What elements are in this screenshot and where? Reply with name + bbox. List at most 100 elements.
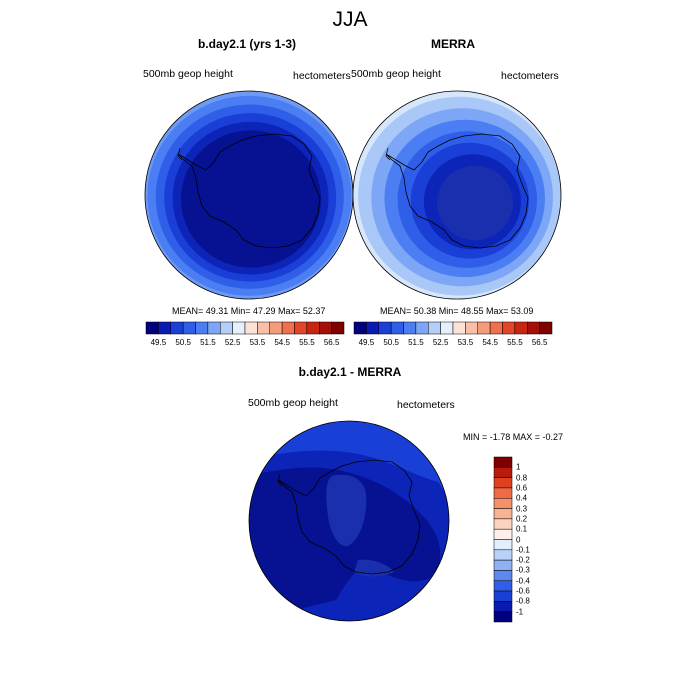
cbar1-swatch: [170, 321, 184, 335]
colorbar-diff-swatch: [493, 570, 513, 581]
panel-model-stats: MEAN= 49.31 Min= 47.29 Max= 52.37: [172, 306, 326, 316]
panel-diff-right-label: hectometers: [397, 399, 455, 411]
panel-merra-left-label: 500mb geop height: [351, 68, 441, 80]
colorbar-diff-swatch: [493, 539, 513, 551]
map-model: [144, 90, 354, 300]
colorbar-diff-swatch: [493, 456, 513, 468]
colorbar-diff-swatch: [493, 477, 513, 489]
diff-contour-region-3: [326, 474, 367, 547]
figure-title: JJA: [332, 8, 368, 31]
cbar2-swatch: [440, 321, 454, 335]
colorbar-tick-label: -0.3: [516, 565, 530, 575]
panel-model-left-label: 500mb geop height: [143, 68, 233, 80]
cbar2-swatch: [403, 321, 417, 335]
colorbar-tick-label: 51.5: [408, 338, 424, 347]
colorbar-tick-label: 52.5: [224, 338, 241, 347]
cbar1-swatch: [269, 321, 283, 335]
antarctica-outline-diff: [277, 459, 421, 575]
colorbar-tick-label: 0.8: [516, 473, 528, 483]
panel-title-diff: b.day2.1 - MERRA: [298, 365, 402, 379]
cbar1-swatch: [294, 321, 308, 335]
colorbar-diff-swatch: [493, 590, 513, 602]
cbar2-swatch: [539, 321, 553, 335]
panel-diff-left-label: 500mb geop height: [248, 397, 338, 409]
colorbar-tick-label: -1: [516, 607, 524, 617]
colorbar-model: [145, 321, 345, 335]
colorbar-tick-label: 1: [516, 462, 521, 472]
cbar1-swatch: [207, 321, 221, 335]
cbar1-swatch: [306, 321, 320, 335]
cbar2-swatch: [527, 321, 540, 335]
colorbar-diff-swatch: [493, 580, 513, 592]
colorbar-tick-label: 54.5: [274, 338, 290, 347]
cbar2-swatch: [452, 321, 466, 335]
colorbar-tick-label: 56.5: [531, 338, 548, 347]
colorbar-diff-swatch: [493, 487, 513, 499]
colorbar-diff-ticks: 1 0.8 0.6 0.4 0.3 0.2 0.1 0 -0.1 -0.2 -0.3 -0.4 -0.6…: [516, 457, 556, 622]
cbar1-swatch: [145, 321, 159, 335]
colorbar-tick-label: -0.6: [516, 586, 530, 596]
antarctica-outline-model: [177, 133, 321, 249]
colorbar-tick-label: 53.5: [249, 338, 266, 347]
cbar2-swatch: [477, 321, 491, 335]
colorbar-tick-label: -0.8: [516, 596, 530, 606]
colorbar-tick-label: 56.5: [323, 338, 340, 347]
cbar2-swatch: [378, 321, 392, 335]
panel-merra-right-label: hectometers: [501, 70, 559, 82]
colorbar-tick-label: 55.5: [299, 338, 315, 347]
colorbar-tick-label: 51.5: [200, 338, 216, 347]
cbar2-swatch: [353, 321, 367, 335]
panel-merra-stats: MEAN= 50.38 Min= 48.55 Max= 53.09: [380, 306, 534, 316]
colorbar-tick-label: 0.6: [516, 483, 528, 493]
cbar1-swatch: [158, 321, 171, 335]
colorbar-diff-swatch: [493, 498, 513, 509]
cbar2-swatch: [390, 321, 404, 335]
cbar1-swatch: [257, 321, 270, 335]
merra-contour-band-7: [437, 165, 513, 241]
colorbar-diff: [493, 456, 513, 623]
colorbar-diff-swatch: [493, 518, 513, 530]
cbar2-swatch: [415, 321, 429, 335]
colorbar-diff-swatch: [493, 508, 513, 520]
colorbar-diff-swatch: [493, 549, 513, 561]
cbar1-swatch: [182, 321, 196, 335]
colorbar-tick-label: 50.5: [383, 338, 399, 347]
colorbar-diff-swatch: [493, 601, 513, 612]
cbar2-swatch: [502, 321, 516, 335]
colorbar-tick-label: -0.2: [516, 555, 530, 565]
cbar2-swatch: [514, 321, 528, 335]
colorbar-diff-swatch: [493, 528, 513, 540]
panel-title-model: b.day2.1 (yrs 1-3): [197, 37, 297, 51]
colorbar-tick-label: 0: [516, 535, 521, 544]
colorbar-merra-ticks: 49.5 50.5 51.5 52.5 53.5 54.5 55.5 56.5: [354, 338, 552, 350]
colorbar-tick-label: -0.1: [516, 545, 530, 555]
antarctica-outline-merra: [385, 133, 529, 249]
colorbar-tick-label: 52.5: [432, 338, 449, 347]
colorbar-tick-label: 49.5: [150, 338, 167, 347]
colorbar-tick-label: 54.5: [482, 338, 498, 347]
colorbar-model-ticks: 49.5 50.5 51.5 52.5 53.5 54.5 55.5 56.5: [146, 338, 344, 350]
colorbar-diff-swatch: [493, 467, 513, 478]
panel-model-right-label: hectometers: [293, 70, 351, 82]
colorbar-tick-label: 0.3: [516, 504, 528, 514]
colorbar-tick-label: 50.5: [175, 338, 191, 347]
colorbar-tick-label: 0.4: [516, 493, 528, 503]
cbar2-swatch: [366, 321, 379, 335]
colorbar-tick-label: 0.1: [516, 524, 528, 534]
cbar1-swatch: [195, 321, 209, 335]
colorbar-diff-swatch: [493, 559, 513, 571]
cbar2-swatch: [465, 321, 478, 335]
cbar2-swatch: [428, 321, 441, 335]
cbar2-swatch: [489, 321, 503, 335]
colorbar-merra: [353, 321, 553, 335]
colorbar-tick-label: -0.4: [516, 576, 530, 586]
cbar1-swatch: [319, 321, 332, 335]
cbar1-swatch: [244, 321, 258, 335]
colorbar-tick-label: 49.5: [358, 338, 375, 347]
panel-title-merra: MERRA: [431, 37, 475, 51]
cbar1-swatch: [232, 321, 246, 335]
map-diff: [248, 420, 450, 622]
cbar1-swatch: [220, 321, 233, 335]
colorbar-diff-swatch: [493, 611, 513, 623]
cbar1-swatch: [331, 321, 345, 335]
